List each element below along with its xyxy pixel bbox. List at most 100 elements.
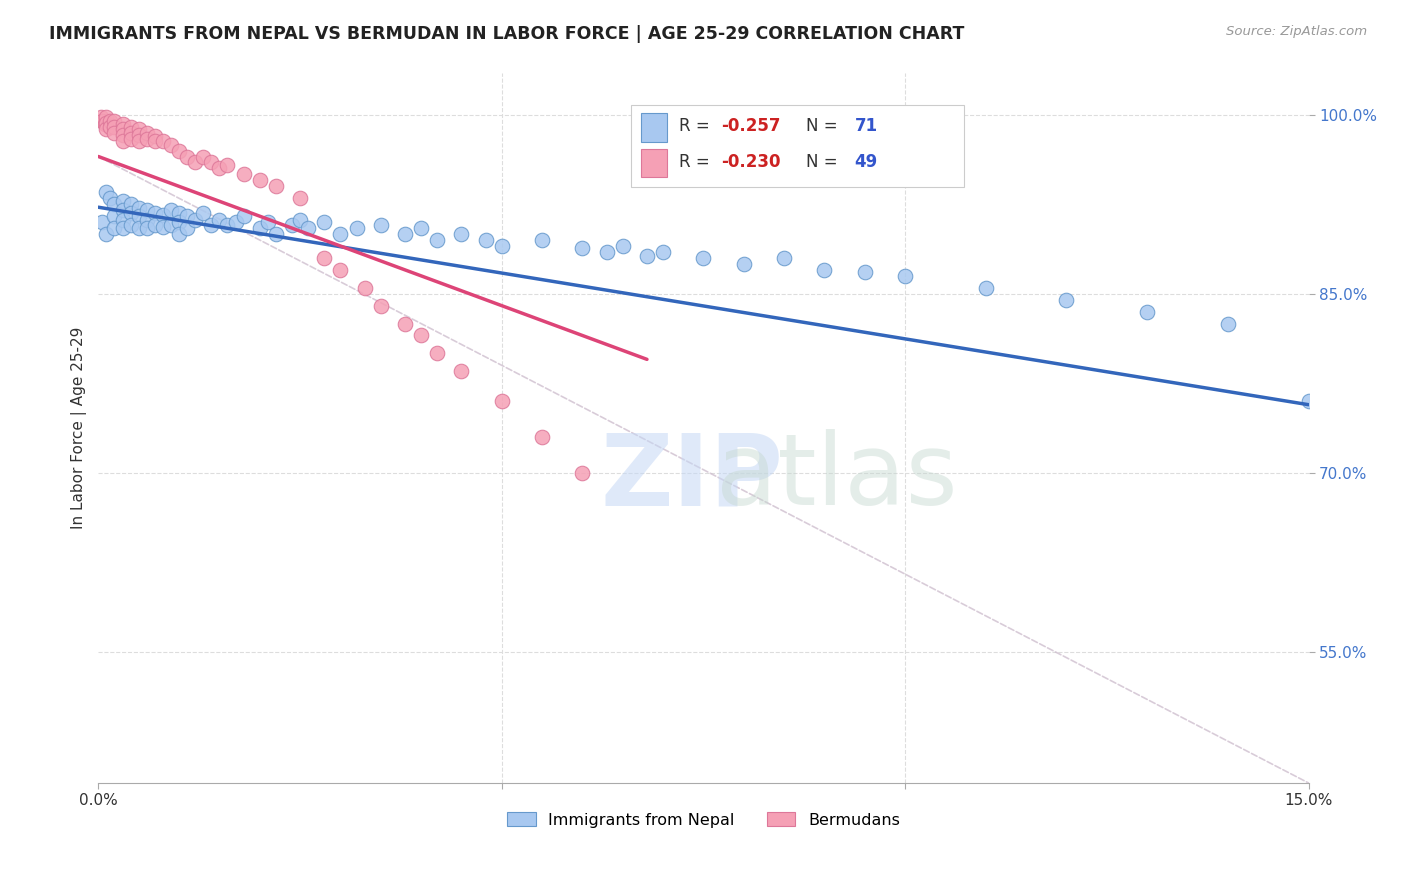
- Point: [853, 265, 876, 279]
- Point: [595, 244, 617, 259]
- Point: [120, 126, 142, 140]
- Point: [103, 221, 125, 235]
- Point: [152, 219, 174, 234]
- Point: [103, 126, 125, 140]
- Point: [96, 186, 118, 200]
- Point: [531, 233, 554, 247]
- Point: [120, 205, 142, 219]
- Point: [249, 173, 271, 187]
- Point: [193, 205, 215, 219]
- Point: [111, 221, 134, 235]
- Point: [329, 263, 352, 277]
- Point: [370, 218, 392, 232]
- Point: [193, 149, 215, 163]
- Point: [636, 248, 658, 262]
- Point: [103, 120, 125, 134]
- Point: [96, 116, 118, 130]
- Point: [208, 161, 231, 176]
- Point: [176, 149, 198, 163]
- Point: [217, 158, 239, 172]
- Point: [571, 466, 593, 480]
- Point: [450, 364, 472, 378]
- Point: [281, 218, 304, 232]
- Point: [94, 117, 117, 131]
- Point: [160, 218, 183, 232]
- Point: [288, 212, 311, 227]
- Point: [167, 215, 190, 229]
- Legend: Immigrants from Nepal, Bermudans: Immigrants from Nepal, Bermudans: [501, 805, 907, 834]
- Point: [249, 221, 271, 235]
- Point: [135, 203, 157, 218]
- Point: [184, 212, 207, 227]
- Point: [426, 346, 449, 360]
- FancyBboxPatch shape: [631, 105, 963, 186]
- Point: [491, 239, 513, 253]
- Point: [103, 209, 125, 223]
- Point: [200, 155, 222, 169]
- Point: [297, 221, 319, 235]
- Point: [264, 227, 287, 241]
- Point: [128, 201, 150, 215]
- Point: [256, 215, 278, 229]
- Point: [1216, 317, 1239, 331]
- Point: [167, 205, 190, 219]
- Text: -0.257: -0.257: [721, 117, 782, 136]
- Text: -0.230: -0.230: [721, 153, 782, 170]
- Point: [100, 191, 122, 205]
- Text: R =: R =: [679, 117, 716, 136]
- Point: [128, 122, 150, 136]
- Point: [96, 110, 118, 124]
- Point: [329, 227, 352, 241]
- Point: [135, 131, 157, 145]
- Point: [394, 317, 416, 331]
- Point: [232, 168, 254, 182]
- Y-axis label: In Labor Force | Age 25-29: In Labor Force | Age 25-29: [72, 326, 87, 529]
- Point: [531, 430, 554, 444]
- Point: [135, 212, 157, 227]
- Point: [103, 113, 125, 128]
- Point: [111, 134, 134, 148]
- Text: 49: 49: [855, 153, 877, 170]
- Point: [160, 203, 183, 218]
- Text: N =: N =: [806, 117, 844, 136]
- Point: [232, 209, 254, 223]
- Point: [652, 244, 675, 259]
- Point: [128, 128, 150, 142]
- Text: 71: 71: [855, 117, 877, 136]
- Point: [491, 394, 513, 409]
- Point: [152, 134, 174, 148]
- Point: [773, 251, 796, 265]
- Point: [111, 203, 134, 218]
- Point: [160, 137, 183, 152]
- Point: [111, 194, 134, 208]
- Point: [128, 209, 150, 223]
- Point: [90, 110, 112, 124]
- Point: [167, 227, 190, 241]
- Point: [692, 251, 714, 265]
- Point: [111, 212, 134, 227]
- Point: [91, 215, 114, 229]
- Point: [176, 209, 198, 223]
- Point: [120, 120, 142, 134]
- Text: IMMIGRANTS FROM NEPAL VS BERMUDAN IN LABOR FORCE | AGE 25-29 CORRELATION CHART: IMMIGRANTS FROM NEPAL VS BERMUDAN IN LAB…: [49, 25, 965, 43]
- Point: [143, 129, 166, 144]
- Point: [353, 281, 375, 295]
- Point: [571, 241, 593, 255]
- Point: [314, 251, 336, 265]
- Point: [224, 215, 246, 229]
- Point: [813, 263, 835, 277]
- Point: [111, 128, 134, 142]
- Point: [426, 233, 449, 247]
- Point: [474, 233, 496, 247]
- Text: R =: R =: [679, 153, 716, 170]
- Text: ZIP: ZIP: [600, 429, 783, 526]
- Point: [96, 122, 118, 136]
- Text: atlas: atlas: [716, 429, 957, 526]
- Point: [288, 191, 311, 205]
- Point: [450, 227, 472, 241]
- Point: [974, 281, 997, 295]
- Point: [314, 215, 336, 229]
- Point: [103, 197, 125, 211]
- Point: [1056, 293, 1078, 307]
- Point: [264, 179, 287, 194]
